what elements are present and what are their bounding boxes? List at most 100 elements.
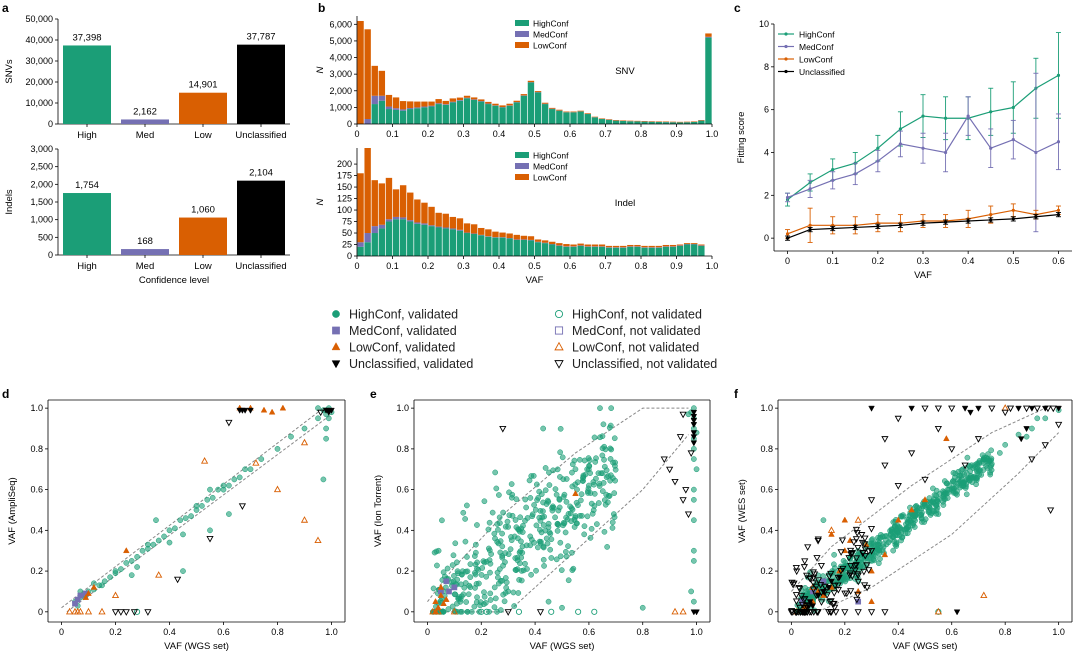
hist-bar-highconf — [399, 219, 407, 256]
point-triangle-down — [792, 598, 801, 606]
hist-bar-highconf — [556, 245, 563, 256]
legend-swatch-medconf — [515, 163, 529, 169]
point-circle — [584, 513, 591, 520]
hist-bar-lowconf — [407, 101, 414, 109]
point-circle — [607, 445, 614, 452]
hist-bar-highconf — [449, 102, 457, 124]
point-circle — [954, 480, 961, 487]
hist-bar-medconf — [449, 101, 457, 103]
y-tick-label: 3,000 — [30, 144, 53, 154]
data-point — [831, 168, 835, 172]
point-triangle-up — [331, 342, 341, 351]
point-circle — [496, 514, 503, 521]
point-circle — [481, 498, 488, 505]
y-tick-label: 0.6 — [30, 485, 43, 495]
point-circle — [540, 499, 546, 506]
point-circle — [639, 604, 646, 611]
point-circle — [199, 503, 205, 509]
y-tick-label: 2,000 — [30, 179, 53, 189]
point-circle — [547, 546, 554, 553]
point-circle — [933, 503, 939, 509]
y-axis-title: Fitting score — [736, 112, 747, 164]
series-medconf — [785, 72, 1061, 233]
point-circle — [558, 567, 565, 573]
point-circle — [536, 488, 543, 495]
hist-bar-lowconf — [442, 100, 449, 105]
hist-bar-highconf — [513, 102, 520, 124]
point-circle — [542, 465, 549, 471]
point-triangle-down — [867, 526, 876, 533]
hist-bar-highconf — [470, 99, 478, 124]
point-circle — [595, 500, 602, 506]
point-triangle-down — [1028, 405, 1036, 412]
point-circle — [565, 577, 572, 584]
data-point — [808, 223, 812, 227]
hist-bar-lowconf — [499, 232, 506, 238]
hist-bar-highconf — [492, 105, 499, 124]
point-circle — [460, 509, 467, 516]
legend-label: Unclassified, validated — [349, 357, 473, 371]
legend-label: LowConf, not validated — [572, 341, 699, 355]
point-circle — [841, 571, 847, 578]
point-triangle-down — [788, 579, 796, 587]
hist-bar-lowconf — [705, 33, 712, 37]
point-triangle-up — [82, 593, 90, 600]
point-circle — [474, 594, 480, 601]
hist-bar-medconf — [421, 106, 428, 108]
hist-bar-lowconf — [371, 180, 378, 227]
x-category-label: Med — [136, 130, 154, 141]
point-triangle-down — [847, 551, 855, 559]
point-circle — [452, 540, 459, 547]
hist-bar-lowconf — [435, 212, 442, 227]
series-unclassified — [785, 212, 1061, 241]
point-circle — [474, 522, 480, 528]
point-triangle-down — [921, 405, 929, 413]
panel-c-line-chart: 0 2 4 6 8 10 0 0.1 0.2 0.3 0.4 0.5 0.6 Fitting score V… — [736, 19, 1072, 281]
hist-bar-lowconf — [620, 245, 627, 248]
legend-label: MedConf — [799, 42, 834, 52]
point-circle — [231, 476, 238, 483]
y-tick-label: 0 — [347, 119, 352, 129]
envelope-lower — [817, 432, 1059, 613]
hist-bar-lowconf — [698, 244, 705, 246]
point-triangle-down — [1015, 405, 1022, 412]
point-triangle-down — [331, 360, 341, 369]
point-triangle-up — [854, 516, 862, 523]
hist-bar-highconf — [549, 109, 556, 124]
point-triangle-down — [854, 609, 862, 616]
data-point — [966, 114, 970, 118]
hist-bar-lowconf — [357, 20, 364, 124]
hist-bar-highconf — [669, 246, 677, 256]
point-circle — [693, 466, 700, 473]
point-triangle-up — [279, 404, 287, 411]
scatter-legend: HighConf, validated MedConf, validated Low… — [331, 308, 717, 371]
point-circle — [553, 556, 560, 563]
point-circle — [906, 516, 912, 523]
hist-bar-medconf — [456, 100, 464, 101]
point-circle — [537, 540, 544, 547]
hist-bar-lowconf — [655, 245, 662, 248]
x-category-label: High — [77, 130, 97, 141]
x-tick-label: 0 — [789, 627, 794, 637]
point-triangle-down — [967, 409, 974, 416]
hist-bar-lowconf — [556, 109, 563, 111]
point-circle — [472, 571, 479, 578]
hist-bar-lowconf — [492, 103, 499, 106]
point-triangle-down — [671, 478, 679, 486]
x-axis-title: VAF — [526, 275, 544, 286]
point-circle — [554, 528, 561, 534]
point-triangle-down — [834, 582, 842, 590]
point-triangle-up — [300, 516, 309, 523]
point-triangle-down — [1001, 409, 1009, 417]
point-circle — [517, 548, 524, 555]
x-tick-label: 0.9 — [670, 261, 683, 271]
hist-bar-lowconf — [421, 101, 428, 107]
point-circle — [599, 452, 606, 459]
hist-bar-lowconf — [662, 244, 670, 247]
data-point — [943, 150, 948, 155]
point-circle — [556, 496, 563, 503]
point-square — [332, 326, 340, 335]
point-triangle-down — [961, 405, 969, 412]
point-triangle-down — [817, 589, 826, 597]
point-triangle-down — [798, 601, 807, 609]
